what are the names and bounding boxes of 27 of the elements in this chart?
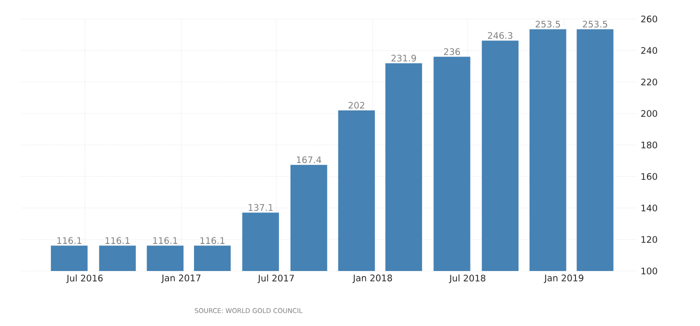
data-label: 116.1 xyxy=(200,237,224,244)
data-label: 236 xyxy=(444,48,460,56)
data-label: 253.5 xyxy=(536,20,560,28)
y-tick-label: 220 xyxy=(641,78,658,86)
y-tick-label: 120 xyxy=(642,236,658,243)
data-label: 231.9 xyxy=(391,54,416,62)
data-label: 167.4 xyxy=(296,156,322,164)
x-tick-label: Jul 2018 xyxy=(448,274,486,284)
data-label: 137.1 xyxy=(248,204,273,211)
data-label: 202 xyxy=(348,102,364,109)
x-tick-label: Jan 2019 xyxy=(544,274,584,284)
x-tick-label: Jul 2016 xyxy=(66,274,103,284)
data-label: 116.1 xyxy=(153,237,178,244)
y-tick-label: 180 xyxy=(642,142,658,148)
data-label: 253.5 xyxy=(582,20,608,28)
y-tick-label: 240 xyxy=(641,47,658,54)
y-tick-label: 160 xyxy=(642,173,658,180)
data-label: 116.1 xyxy=(57,237,82,244)
x-tick-label: Jul 2017 xyxy=(258,274,294,284)
y-tick-label: 100 xyxy=(642,268,658,274)
y-tick-label: 260 xyxy=(641,16,658,22)
y-tick-label: 140 xyxy=(642,204,658,212)
x-tick-label: Jan 2018 xyxy=(352,274,392,284)
data-label: 116.1 xyxy=(106,237,130,244)
data-label: 246.3 xyxy=(488,32,512,39)
y-tick-label: 200 xyxy=(641,110,658,117)
x-tick-label: Jan 2017 xyxy=(161,274,200,284)
